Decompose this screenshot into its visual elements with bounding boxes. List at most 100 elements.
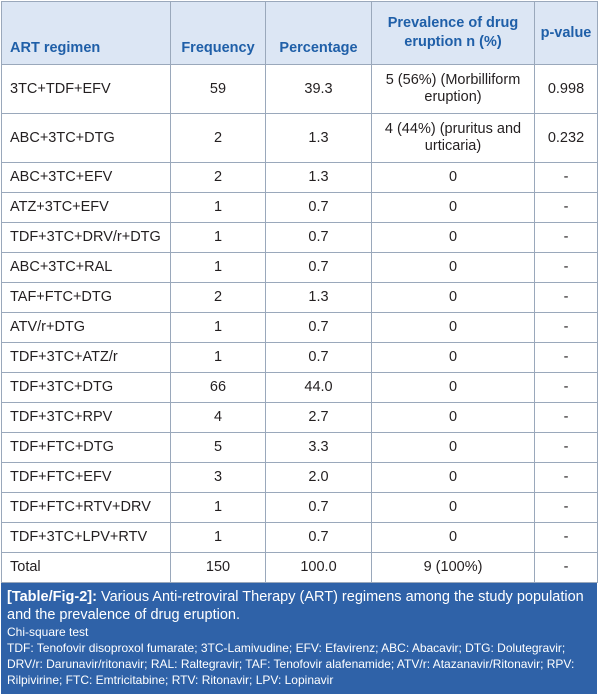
cell-prevalence: 0 [371,222,535,253]
cell-percentage: 0.7 [265,192,372,223]
cell-regimen: TDF+3TC+RPV [1,402,171,433]
caption-test: Chi-square test [7,625,89,639]
table-row: TDF+3TC+ATZ/r 1 0.7 0- [1,342,598,373]
cell-frequency: 4 [170,402,266,433]
cell-p-value: - [534,192,598,223]
cell-p-value: - [534,342,598,373]
cell-frequency: 2 [170,113,266,163]
cell-percentage: 39.3 [265,64,372,114]
cell-frequency: 1 [170,252,266,283]
caption-label: [Table/Fig-2]: [7,589,97,605]
table-row: ATV/r+DTG 1 0.7 0- [1,312,598,343]
cell-frequency: 59 [170,64,266,114]
cell-prevalence: 4 (44%) (pruritus and urticaria) [371,113,535,163]
cell-p-value: - [534,492,598,523]
cell-p-value: - [534,372,598,403]
cell-prevalence: 0 [371,162,535,193]
cell-regimen: TDF+3TC+DTG [1,372,171,403]
cell-prevalence: 0 [371,282,535,313]
table-row: TDF+FTC+DTG 5 3.3 0- [1,432,598,463]
cell-percentage: 0.7 [265,222,372,253]
cell-percentage: 2.0 [265,462,372,493]
cell-percentage: 3.3 [265,432,372,463]
cell-prevalence: 0 [371,432,535,463]
table-row: TDF+3TC+DTG 66 44.0 0- [1,372,598,403]
caption-title: [Table/Fig-2]: Various Anti-retroviral T… [7,588,591,624]
cell-p-value: - [534,252,598,283]
cell-frequency: 1 [170,492,266,523]
header-prevalence: Prevalence of drug eruption n (%) [371,1,535,65]
cell-percentage: 0.7 [265,252,372,283]
table-row: TAF+FTC+DTG 2 1.3 0- [1,282,598,313]
header-frequency: Frequency [170,1,266,65]
cell-regimen: ABC+3TC+DTG [1,113,171,163]
cell-percentage: 0.7 [265,522,372,553]
cell-frequency: 1 [170,222,266,253]
cell-p-value: - [534,162,598,193]
cell-frequency: 66 [170,372,266,403]
caption-text: Various Anti-retroviral Therapy (ART) re… [7,589,584,623]
cell-regimen: TDF+3TC+LPV+RTV [1,522,171,553]
cell-p-value: - [534,282,598,313]
cell-percentage: 1.3 [265,162,372,193]
cell-percentage: 0.7 [265,492,372,523]
header-p-value: p-value [534,1,598,65]
table-row: 3TC+TDF+EFV 59 39.3 5 (56%) (Morbilliform e… [1,64,598,114]
cell-p-value: 0.998 [534,64,598,114]
cell-regimen: ABC+3TC+RAL [1,252,171,283]
cell-p-value: - [534,432,598,463]
cell-frequency: 2 [170,162,266,193]
cell-p-value: - [534,552,598,583]
cell-prevalence: 0 [371,342,535,373]
cell-regimen: Total [1,552,171,583]
header-percentage: Percentage [265,1,372,65]
cell-regimen: TAF+FTC+DTG [1,282,171,313]
cell-percentage: 44.0 [265,372,372,403]
cell-prevalence: 0 [371,312,535,343]
cell-frequency: 1 [170,522,266,553]
cell-prevalence: 9 (100%) [371,552,535,583]
cell-percentage: 1.3 [265,282,372,313]
cell-regimen: ATV/r+DTG [1,312,171,343]
cell-p-value: - [534,462,598,493]
cell-prevalence: 0 [371,522,535,553]
cell-regimen: ATZ+3TC+EFV [1,192,171,223]
header-art-regimen: ART regimen [1,1,171,65]
cell-p-value: 0.232 [534,113,598,163]
cell-regimen: TDF+FTC+RTV+DRV [1,492,171,523]
table-row: TDF+FTC+EFV 3 2.0 0- [1,462,598,493]
cell-prevalence: 0 [371,252,535,283]
cell-percentage: 0.7 [265,342,372,373]
cell-frequency: 1 [170,192,266,223]
cell-p-value: - [534,522,598,553]
table-row: ABC+3TC+RAL 1 0.7 0- [1,252,598,283]
table-caption: [Table/Fig-2]: Various Anti-retroviral T… [1,583,597,694]
cell-percentage: 100.0 [265,552,372,583]
cell-frequency: 3 [170,462,266,493]
cell-p-value: - [534,402,598,433]
cell-percentage: 2.7 [265,402,372,433]
header-row: ART regimen Frequency Percentage Prevale… [1,1,598,65]
art-regimen-table: ART regimen Frequency Percentage Prevale… [1,1,598,583]
table-row: ATZ+3TC+EFV 1 0.7 0- [1,192,598,223]
table-row: ABC+3TC+DTG 2 1.3 4 (44%) (pruritus and urt… [1,113,598,163]
cell-frequency: 2 [170,282,266,313]
cell-regimen: TDF+3TC+ATZ/r [1,342,171,373]
cell-prevalence: 0 [371,492,535,523]
cell-regimen: 3TC+TDF+EFV [1,64,171,114]
cell-frequency: 1 [170,312,266,343]
cell-prevalence: 0 [371,402,535,433]
cell-p-value: - [534,312,598,343]
cell-prevalence: 0 [371,372,535,403]
table-row: Total 150 100.0 9 (100%) - [1,552,598,583]
cell-regimen: ABC+3TC+EFV [1,162,171,193]
caption-abbreviations: TDF: Tenofovir disoproxol fumarate; 3TC-… [7,641,575,687]
table-row: TDF+3TC+LPV+RTV 1 0.7 0- [1,522,598,553]
cell-percentage: 0.7 [265,312,372,343]
cell-p-value: - [534,222,598,253]
cell-regimen: TDF+3TC+DRV/r+DTG [1,222,171,253]
table-row: TDF+FTC+RTV+DRV 1 0.7 0- [1,492,598,523]
cell-regimen: TDF+FTC+EFV [1,462,171,493]
table-row: ABC+3TC+EFV 2 1.3 0- [1,162,598,193]
